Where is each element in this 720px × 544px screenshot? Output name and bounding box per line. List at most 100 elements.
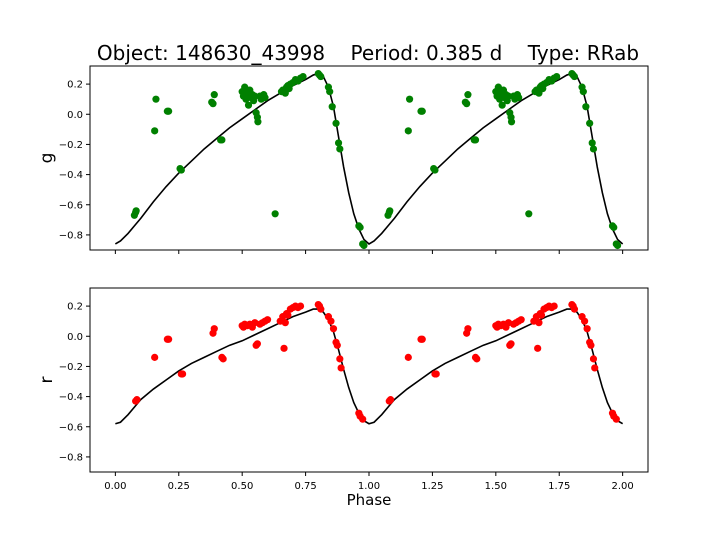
r-data-point: [464, 325, 472, 333]
x-tick-label: 0.75: [294, 481, 316, 492]
r-data-point: [219, 355, 227, 363]
r-data-point: [534, 344, 542, 352]
y-tick-label: 0.2: [67, 302, 83, 313]
x-axis-label: Phase: [347, 491, 392, 509]
x-tick-label: 0.25: [168, 481, 190, 492]
g-data-point: [386, 207, 394, 215]
r-data-point: [210, 325, 218, 333]
g-data-point: [299, 72, 307, 81]
g-data-point: [254, 118, 262, 126]
r-data-point: [359, 415, 367, 423]
g-data-point: [498, 101, 506, 109]
r-data-point: [587, 341, 595, 349]
r-data-point: [550, 302, 558, 310]
x-tick-label: 1.50: [485, 481, 507, 492]
r-data-point: [473, 355, 481, 363]
r-data-point: [317, 305, 325, 313]
g-data-point: [218, 136, 226, 144]
r-data-point: [263, 316, 272, 324]
r-data-point: [612, 415, 620, 423]
r-data-point: [386, 396, 395, 404]
y-tick-label: −0.8: [59, 230, 83, 241]
g-data-point: [177, 166, 185, 174]
r-data-point: [537, 311, 546, 319]
r-data-point: [591, 364, 599, 372]
x-tick-label: 1.75: [548, 481, 570, 492]
y-tick-label: −0.6: [59, 200, 83, 211]
r-axis-label: r: [37, 377, 57, 384]
g-data-point: [334, 139, 343, 147]
r-data-point: [580, 317, 589, 325]
r-data-point: [329, 325, 338, 333]
g-band-panel: 0.2 0.0 −0.2 −0.4 −0.6 −0.8 g: [37, 65, 649, 254]
g-data-point: [588, 139, 596, 147]
g-data-point: [251, 92, 259, 100]
g-data-point: [586, 119, 594, 127]
g-data-point: [464, 91, 472, 99]
r-data-point: [517, 316, 525, 324]
x-tick-label: 0.50: [231, 481, 253, 492]
g-axis-label: g: [37, 153, 57, 164]
g-data-point: [151, 127, 159, 135]
r-data-point: [178, 370, 187, 378]
g-data-point: [570, 72, 579, 81]
g-data-point: [328, 103, 336, 111]
r-data-point: [336, 355, 344, 363]
x-tick-label: 1.00: [358, 481, 380, 492]
r-data-point: [281, 319, 289, 327]
x-tick-label: 0.00: [104, 481, 126, 492]
g-data-point: [317, 72, 325, 81]
r-band-panel: 0.00 0.25 0.50 0.75 1.00 1.25 1.50 1.75 2.00 0.2 0…: [37, 287, 649, 509]
g-data-point: [589, 145, 598, 153]
g-data-point: [336, 145, 344, 153]
g-data-point: [360, 241, 368, 250]
g-data-point: [553, 72, 561, 81]
g-data-point: [356, 223, 364, 231]
g-data-point: [610, 223, 618, 231]
r-data-point: [165, 335, 173, 343]
g-data-point: [582, 103, 590, 111]
g-data-point: [209, 100, 217, 108]
g-data-point: [613, 241, 622, 250]
r-data-point: [404, 353, 412, 361]
r-data-point: [333, 341, 341, 349]
g-data-point: [332, 119, 340, 127]
y-tick-label: 0.2: [67, 80, 83, 91]
y-tick-label: −0.6: [59, 422, 83, 433]
r-data-point: [535, 319, 543, 327]
g-data-point: [431, 166, 439, 174]
g-data-point: [271, 210, 279, 218]
r-data-point: [432, 370, 440, 378]
g-data-point: [404, 127, 412, 135]
y-tick-label: −0.8: [59, 452, 83, 463]
r-data-point: [253, 340, 261, 348]
g-data-point: [463, 100, 471, 108]
r-data-point: [570, 305, 579, 313]
g-data-point: [515, 94, 523, 102]
y-tick-label: −0.4: [59, 170, 83, 181]
g-data-point: [165, 107, 173, 115]
y-tick-label: −0.2: [59, 140, 83, 151]
r-data-point: [151, 353, 159, 361]
r-data-point: [589, 355, 598, 363]
r-data-point: [280, 344, 288, 352]
g-data-point: [152, 95, 160, 103]
g-data-point: [244, 101, 253, 109]
r-data-point: [583, 325, 591, 333]
g-data-point: [132, 207, 140, 215]
g-data-point: [504, 92, 513, 100]
g-data-point: [405, 95, 414, 103]
chart-title: Object: 148630_43998 Period: 0.385 d Typ…: [97, 41, 639, 65]
g-data-point: [525, 210, 533, 218]
g-data-point: [507, 118, 516, 126]
x-tick-label: 2.00: [612, 481, 634, 492]
g-data-point: [471, 136, 480, 144]
g-data-point: [579, 88, 587, 96]
g-data-point: [261, 94, 269, 102]
g-data-point: [210, 91, 218, 99]
x-tick-label: 1.25: [421, 481, 443, 492]
r-data-point: [337, 364, 345, 372]
